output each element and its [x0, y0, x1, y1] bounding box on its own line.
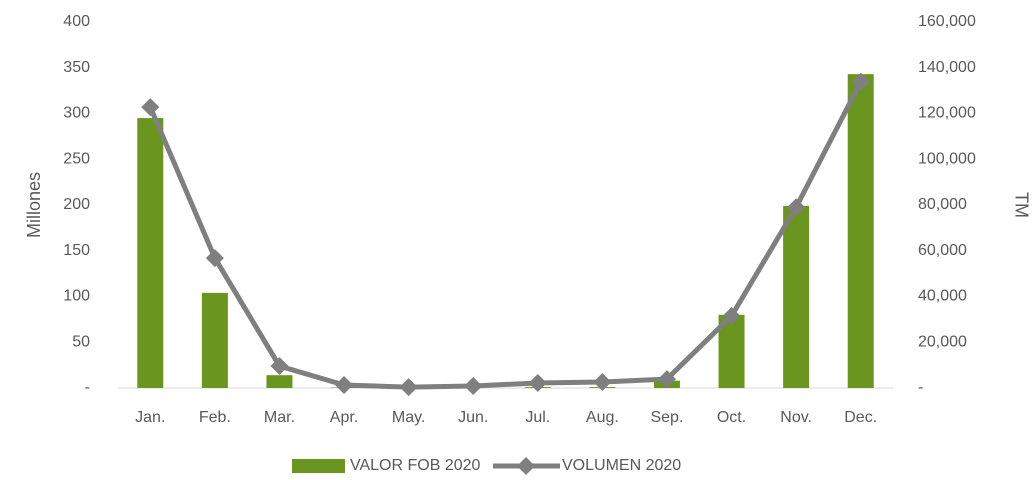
- line-marker: [593, 373, 612, 392]
- y-tick-label: 50: [72, 333, 90, 350]
- y2-axis-title: TM: [1011, 192, 1031, 218]
- bar: [137, 118, 164, 388]
- line: [147, 80, 863, 390]
- line-marker: [205, 249, 224, 268]
- y2-tick-label: 60,000: [918, 242, 967, 259]
- x-tick-label: Sep.: [650, 409, 683, 426]
- bar: [783, 205, 810, 388]
- y-tick-label: -: [85, 379, 90, 396]
- y-tick-label: 400: [63, 13, 90, 30]
- line-marker: [335, 376, 354, 395]
- x-tick-label: Jun.: [458, 409, 488, 426]
- line-marker: [851, 72, 870, 91]
- bar: [201, 292, 228, 388]
- line-marker: [722, 306, 741, 325]
- y-tick-label: 300: [63, 105, 90, 122]
- y2-tick-label: 20,000: [918, 333, 967, 350]
- bar: [847, 74, 874, 388]
- legend-swatch: [292, 459, 345, 473]
- y-tick-label: 250: [63, 150, 90, 167]
- x-tick-label: Oct.: [717, 409, 746, 426]
- x-tick-label: Jan.: [135, 409, 165, 426]
- y2-tick-label: -: [918, 379, 923, 396]
- line-marker: [270, 357, 289, 376]
- line-marker: [141, 98, 160, 117]
- y2-tick-label: 80,000: [918, 196, 967, 213]
- x-tick-label: Nov.: [780, 409, 812, 426]
- y-axis-title: Millones: [24, 172, 44, 238]
- y2-tick-label: 140,000: [918, 59, 976, 76]
- x-tick-label: May.: [392, 409, 425, 426]
- y-tick-label: 100: [63, 288, 90, 305]
- y-tick-label: 150: [63, 242, 90, 259]
- x-tick-label: Feb.: [199, 409, 231, 426]
- line-marker: [657, 370, 676, 389]
- y2-tick-label: 120,000: [918, 105, 976, 122]
- y2-tick-label: 100,000: [918, 150, 976, 167]
- y2-tick-label: 160,000: [918, 13, 976, 30]
- line-marker: [399, 378, 418, 397]
- y-tick-label: 350: [63, 59, 90, 76]
- y2-tick-label: 40,000: [918, 288, 967, 305]
- line-marker: [787, 198, 806, 217]
- legend-label: VOLUMEN 2020: [562, 457, 681, 474]
- x-tick-label: Aug.: [586, 409, 619, 426]
- bar: [266, 375, 293, 388]
- x-tick-label: Jul.: [525, 409, 550, 426]
- x-tick-label: Dec.: [844, 409, 877, 426]
- legend-marker: [517, 457, 535, 475]
- line-marker: [464, 376, 483, 395]
- legend-label: VALOR FOB 2020: [350, 457, 481, 474]
- y-tick-label: 200: [63, 196, 90, 213]
- x-tick-label: Apr.: [330, 409, 358, 426]
- line-marker: [528, 373, 547, 392]
- x-tick-label: Mar.: [264, 409, 295, 426]
